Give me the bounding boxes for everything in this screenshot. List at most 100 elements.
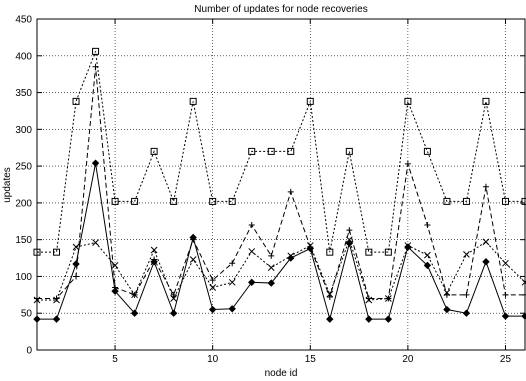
y-tick-labels: 0 50 100 150 200 250 300 350 400 450	[15, 15, 32, 357]
data-point-cross	[385, 295, 392, 302]
data-point-diamond	[111, 287, 119, 295]
series-lines	[37, 51, 526, 322]
data-point-diamond	[365, 315, 373, 323]
data-point-diamond	[482, 258, 490, 266]
data-point-diamond	[501, 312, 510, 320]
data-point-cross	[53, 296, 60, 304]
data-point-plus	[346, 227, 353, 234]
axis-ticks	[37, 18, 525, 351]
data-point-cross	[209, 284, 217, 291]
data-point-cross	[365, 296, 373, 304]
data-point-cross	[326, 290, 334, 298]
data-point-plus	[170, 291, 177, 298]
y-tick-label: 50	[21, 309, 33, 320]
data-point-square	[53, 248, 61, 256]
data-point-plus	[73, 273, 80, 280]
data-point-square	[267, 147, 275, 155]
data-point-square	[501, 197, 509, 205]
data-point-cross	[228, 278, 236, 286]
data-point-square	[345, 147, 353, 155]
data-point-plus	[502, 291, 509, 298]
data-point-plus	[209, 277, 216, 284]
data-point-square	[462, 197, 470, 205]
y-axis-label: updates	[2, 167, 13, 203]
data-point-cross	[170, 295, 177, 302]
data-point-cross	[443, 289, 451, 296]
y-tick-label: 250	[15, 162, 32, 173]
data-point-cross	[502, 259, 509, 267]
data-point-cross	[111, 262, 119, 269]
series-line-plus	[37, 66, 525, 300]
data-point-square	[189, 97, 197, 105]
data-point-cross	[92, 239, 99, 246]
data-point-square	[482, 97, 490, 105]
data-point-square	[228, 197, 236, 205]
y-tick-label: 200	[15, 198, 32, 209]
series-line-square	[37, 51, 525, 253]
data-point-diamond	[52, 315, 61, 323]
data-point-cross	[482, 238, 490, 246]
x-tick-label: 10	[207, 354, 219, 365]
data-point-diamond	[169, 309, 178, 317]
x-tick-label: 20	[402, 354, 414, 365]
data-point-square	[443, 197, 451, 205]
data-point-diamond	[404, 243, 412, 251]
data-point-square	[111, 197, 119, 205]
data-point-cross	[72, 243, 80, 251]
data-point-diamond	[189, 233, 197, 242]
data-point-diamond	[326, 315, 334, 323]
data-point-diamond	[345, 239, 354, 248]
data-point-diamond	[130, 309, 139, 317]
data-point-plus	[92, 63, 99, 70]
data-point-square	[248, 147, 256, 155]
data-point-square	[170, 197, 178, 205]
data-point-cross	[248, 248, 256, 255]
data-point-diamond	[306, 244, 314, 253]
data-point-diamond	[384, 315, 393, 323]
data-point-plus	[229, 260, 236, 267]
data-point-plus	[424, 221, 431, 228]
data-point-plus	[463, 291, 470, 298]
data-point-diamond	[208, 305, 217, 314]
data-point-cross	[150, 246, 158, 254]
series-markers	[33, 47, 526, 323]
data-point-diamond	[423, 261, 432, 270]
y-tick-label: 450	[15, 15, 32, 26]
data-point-square	[306, 97, 314, 105]
series-line-cross	[37, 238, 526, 301]
data-point-diamond	[72, 260, 80, 268]
x-axis-label: node id	[265, 368, 298, 379]
data-point-diamond	[443, 305, 451, 314]
data-point-diamond	[248, 278, 256, 287]
data-point-diamond	[150, 258, 158, 266]
data-point-cross	[131, 291, 138, 299]
y-tick-label: 350	[15, 88, 32, 99]
data-point-diamond	[267, 279, 275, 287]
data-point-square	[92, 47, 100, 55]
data-point-cross	[267, 264, 275, 271]
series-line-diamond	[37, 163, 525, 322]
data-point-square	[209, 197, 217, 205]
data-point-plus	[404, 160, 411, 167]
x-tick-labels: 5 10 15 20 25	[112, 354, 511, 365]
grid	[37, 19, 525, 350]
data-point-square	[72, 97, 80, 105]
data-point-square	[384, 248, 392, 256]
y-tick-label: 150	[15, 235, 32, 246]
x-tick-label: 25	[500, 354, 512, 365]
y-tick-label: 300	[15, 125, 32, 136]
x-tick-label: 5	[112, 354, 118, 365]
data-point-diamond	[228, 305, 236, 313]
data-point-square	[365, 248, 373, 256]
data-point-square	[404, 97, 412, 105]
plot-frame	[36, 18, 526, 351]
x-tick-label: 15	[305, 354, 317, 365]
data-point-cross	[424, 251, 431, 259]
data-point-square	[326, 248, 334, 256]
data-point-square	[287, 147, 295, 155]
data-point-cross	[463, 251, 470, 258]
data-point-square	[150, 147, 158, 155]
data-point-cross	[189, 256, 197, 263]
data-point-diamond	[91, 159, 100, 167]
